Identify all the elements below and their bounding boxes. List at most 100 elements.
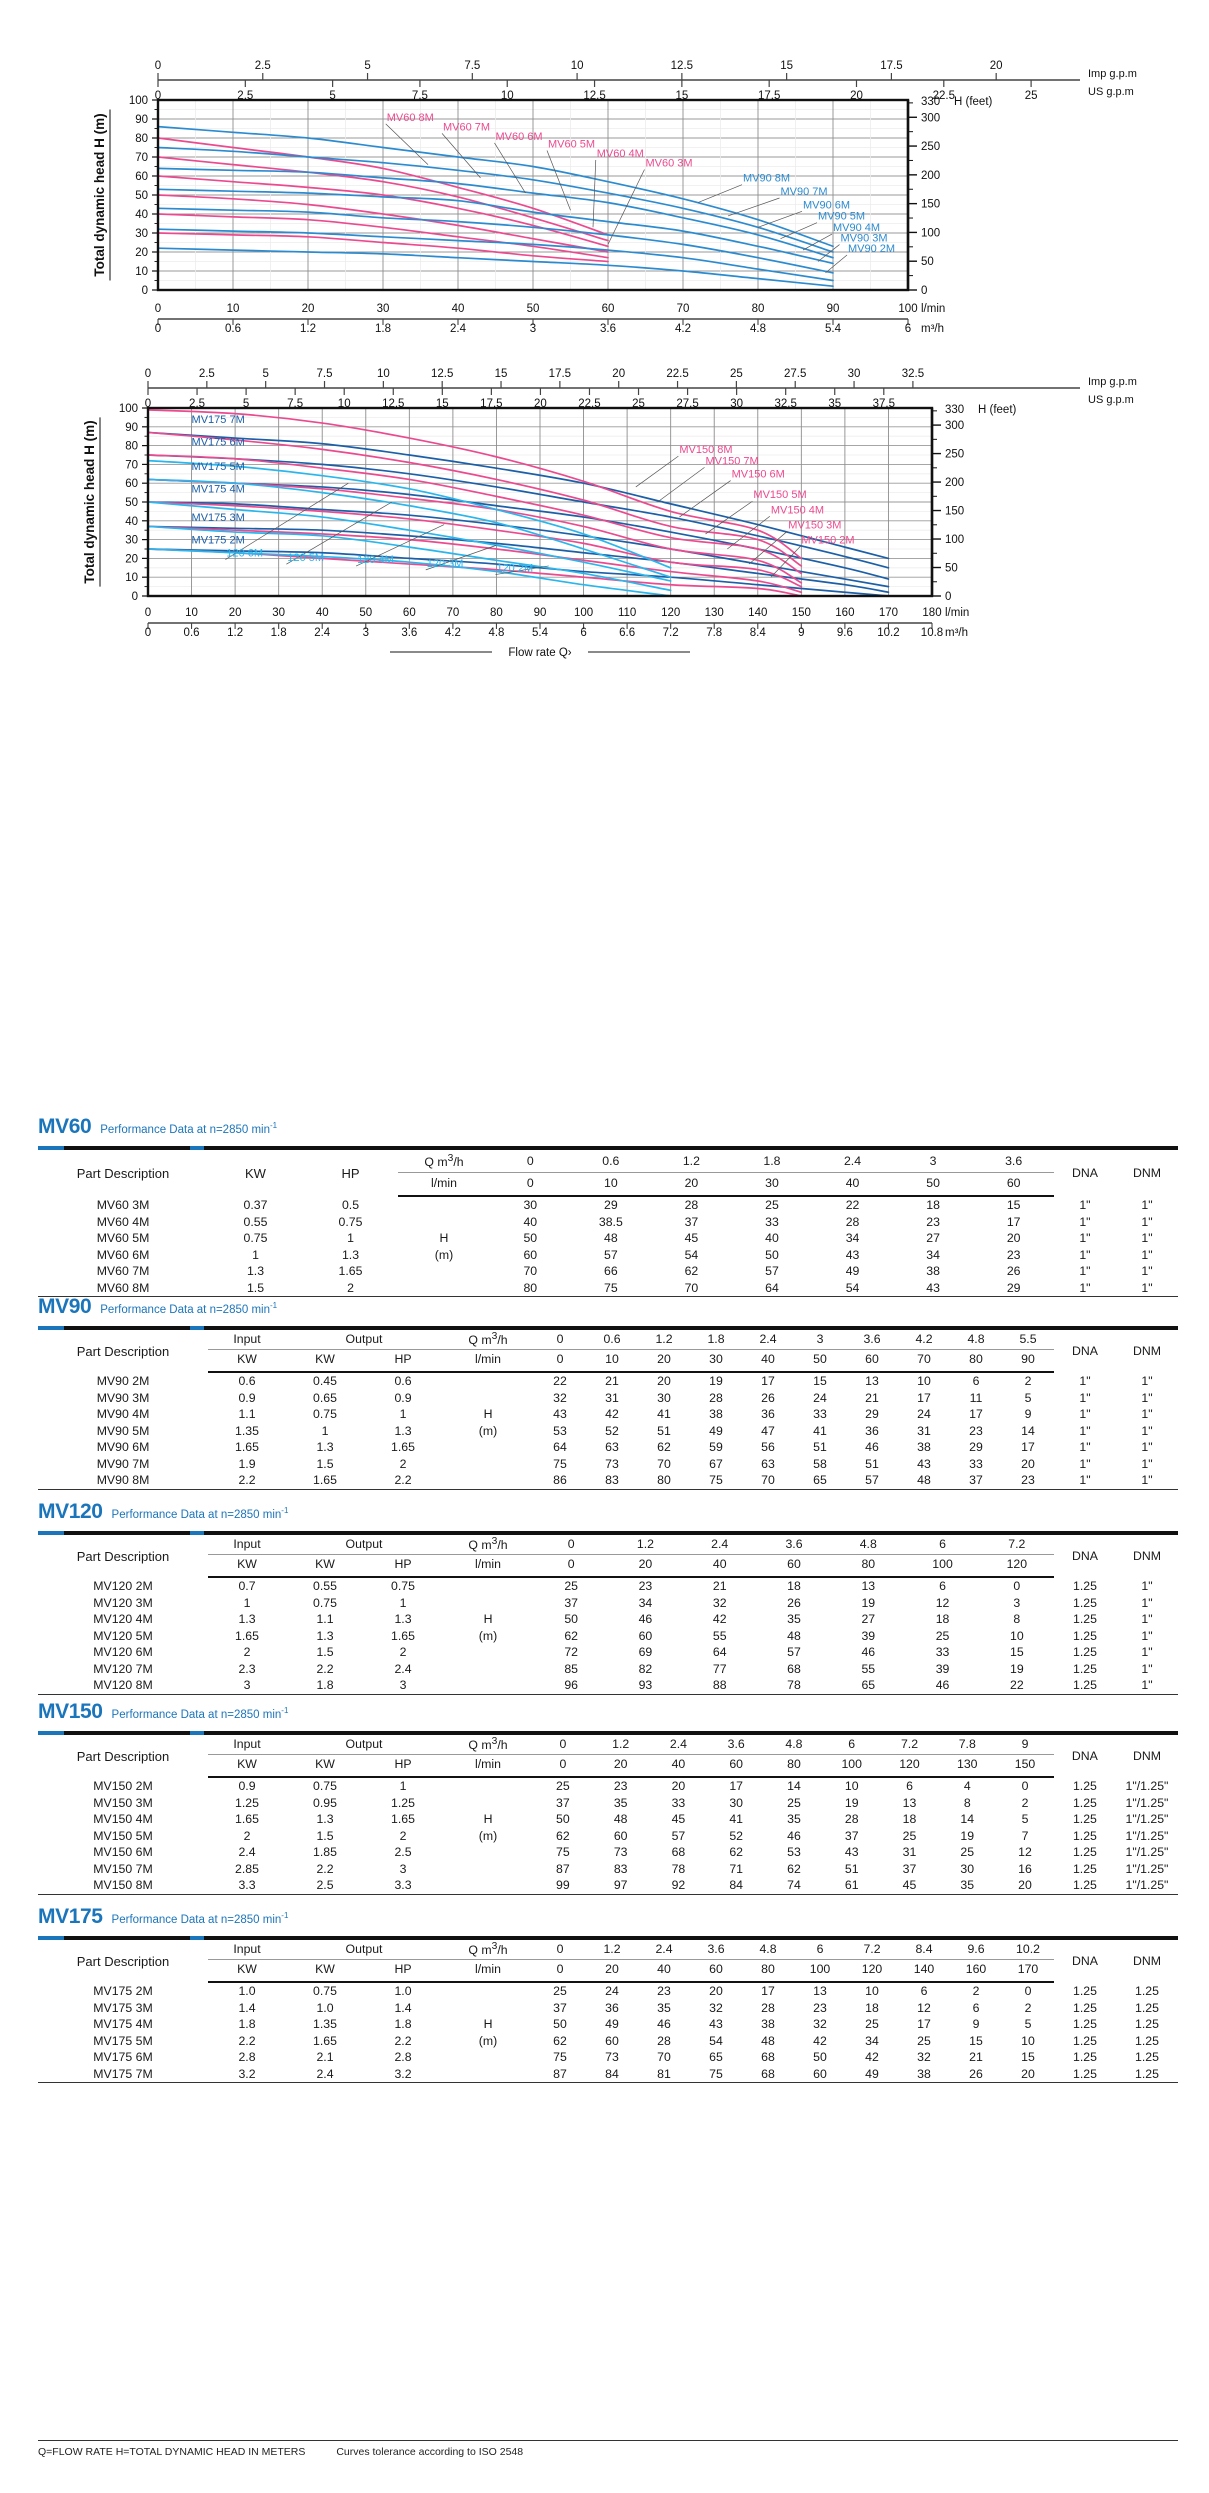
dnm-value-cell: 1" [1141, 1214, 1153, 1229]
power-unit-header: KW [245, 1165, 266, 1181]
power-value-cell: 1.0 [238, 1984, 256, 1998]
curve-label-mv60-3m: MV60 3M [646, 158, 693, 170]
section-header: MV60 Performance Data at n=2850 min-1 [38, 1115, 1178, 1139]
q-value-header: 4.8 [742, 1940, 795, 1960]
head-value-cell: 38.5 [598, 1214, 623, 1229]
head-value-cell: 9 [972, 2017, 980, 2031]
head-value-cell: 83 [605, 1473, 619, 1487]
head-value-cell: 32 [712, 1595, 727, 1610]
q-value-header: 3 [794, 1330, 847, 1350]
head-value-cell: 63 [761, 1456, 775, 1471]
q-value-header: 2.4 [742, 1330, 795, 1350]
head-value-cell: 49 [865, 2066, 879, 2081]
y-axis-title: Total dynamic head H (m) [92, 113, 107, 276]
y-tick-label: 80 [125, 441, 138, 453]
curve-label-mv150-7m: MV150 7M [706, 455, 759, 467]
dna-value-cell: 1.25 [1072, 1861, 1097, 1876]
lmin-value-header: 80 [761, 1962, 775, 1977]
spacer-cell [442, 1844, 534, 1861]
power-value-cell: 1.65 [235, 1628, 259, 1643]
head-value-cell: 18 [935, 1612, 950, 1626]
head-value-cell: 45 [902, 1878, 917, 1892]
head-value-cell: 43 [845, 1247, 860, 1262]
power-value-cell: 0.75 [313, 1779, 337, 1793]
q-value-header: 2.4 [638, 1940, 691, 1960]
curve-label-120-5m: 120 5M [287, 552, 324, 564]
power-value-cell: 3.3 [238, 1878, 256, 1892]
head-value-cell: 23 [638, 1579, 653, 1593]
head-value-cell: 19 [861, 1595, 876, 1610]
head-value-cell: 9 [1024, 1407, 1032, 1421]
performance-curve-chart-mv120-mv150-mv175: 0 2.5 5 7.5 10 12.5 15 17.5 20 22.5 25 27.5 30 32.5 0 2… [0, 348, 1209, 668]
power-unit-header: KW [315, 1757, 335, 1772]
dnm-value-cell: 1.25 [1135, 2000, 1159, 2015]
y-right-tick-label: 50 [921, 256, 934, 268]
curve-label-mv60-6m: MV60 6M [496, 131, 543, 143]
head-value-cell: 41 [657, 1407, 671, 1421]
head-value-cell: 38 [926, 1264, 940, 1278]
curve-label-mv90-6m: MV90 6M [803, 199, 850, 211]
head-value-cell: 75 [553, 2050, 567, 2064]
head-value-cell: 47 [761, 1423, 775, 1438]
head-value-cell: 28 [684, 1198, 699, 1212]
x-tick-label-lmin: 40 [452, 303, 465, 315]
head-value-cell: 87 [556, 1861, 570, 1876]
curve-label-mv150-5m: MV150 5M [753, 489, 806, 501]
table-row: MV120 7M 2.3 2.2 2.4 85 82 77 68 55 39 19 1.25 1" [38, 1661, 1178, 1678]
head-value-cell: 25 [787, 1795, 801, 1810]
curve-mv60-8m [158, 137, 609, 236]
x-tick-label-m3h: 2.4 [314, 627, 331, 639]
head-value-cell: 66 [604, 1264, 618, 1278]
performance-table: Part Description KW HP Q m3/h 0 0.6 1.2 1.8 2.4 3… [38, 1150, 1178, 1299]
performance-table: Part Description Input Output Q m3/h 0 1.2 2.4… [38, 1735, 1178, 1896]
head-value-cell: 59 [709, 1440, 723, 1454]
spacer-cell [442, 2049, 534, 2066]
power-value-cell: 0.45 [313, 1374, 337, 1388]
head-value-cell: 28 [709, 1390, 723, 1405]
flow-rate-axis-title: Flow rate Q› [508, 647, 571, 659]
power-value-cell: 2.2 [394, 2033, 412, 2048]
head-value-cell: 17 [917, 1390, 931, 1405]
table-bottom-rule-row [38, 2082, 1179, 2085]
curve-label-120-4m: 120 4M [357, 554, 394, 566]
dnm-value-cell: 1" [1141, 1390, 1153, 1405]
head-value-cell: 10 [1021, 2033, 1035, 2048]
head-value-cell: 3 [1013, 1595, 1021, 1610]
curve-label-mv175-4m: MV175 4M [192, 484, 245, 496]
lmin-value-header: 40 [671, 1757, 686, 1772]
spacer-cell [442, 1439, 534, 1456]
q-value-header: 10.2 [1002, 1940, 1055, 1960]
y-right-tick-label: 100 [945, 534, 964, 546]
x-tick-label-lmin: 180 [922, 607, 941, 619]
head-value-cell: 54 [684, 1247, 699, 1262]
performance-table: Part Description Input Output Q m3/h 0 1.2 2.4… [38, 1940, 1179, 2085]
x-tick-label-m3h: 0 [145, 627, 151, 639]
part-description-cell: MV150 3M [93, 1795, 153, 1810]
head-value-cell: 25 [556, 1779, 570, 1793]
power-value-cell: 1.25 [235, 1795, 259, 1810]
head-value-cell: 60 [605, 2033, 619, 2048]
head-value-cell: 37 [553, 2000, 567, 2015]
x-tick-label-lmin: 10 [227, 303, 240, 315]
power-value-cell: 0.75 [313, 1595, 337, 1610]
y-right-tick-label: 250 [921, 141, 940, 153]
head-value-cell: 17 [761, 1984, 775, 1998]
table-row: MV120 6M 2 1.5 2 72 69 64 57 46 33 15 1.25 1" [38, 1644, 1178, 1661]
head-value-cell: 70 [523, 1264, 538, 1278]
section-header: MV150 Performance Data at n=2850 min-1 [38, 1700, 1178, 1724]
head-value-cell: 10 [844, 1779, 859, 1793]
x-tick-label-lmin: 70 [446, 607, 459, 619]
head-value-cell: 4 [963, 1779, 971, 1793]
power-value-cell: 2 [399, 1456, 407, 1471]
head-value-cell: 22 [845, 1198, 860, 1212]
x-tick-label-m3h: 8.4 [750, 627, 767, 639]
lmin-value-header: 40 [712, 1557, 727, 1572]
power-value-cell: 1.0 [394, 1984, 412, 1998]
q-value-header: 2.4 [682, 1535, 757, 1555]
head-value-cell: 50 [765, 1247, 779, 1262]
head-value-cell: 75 [709, 2066, 723, 2081]
top-axis-tick-label: 2.5 [199, 368, 215, 380]
lmin-value-header: 170 [1017, 1962, 1039, 1977]
x-tick-label-lmin: 90 [534, 607, 547, 619]
